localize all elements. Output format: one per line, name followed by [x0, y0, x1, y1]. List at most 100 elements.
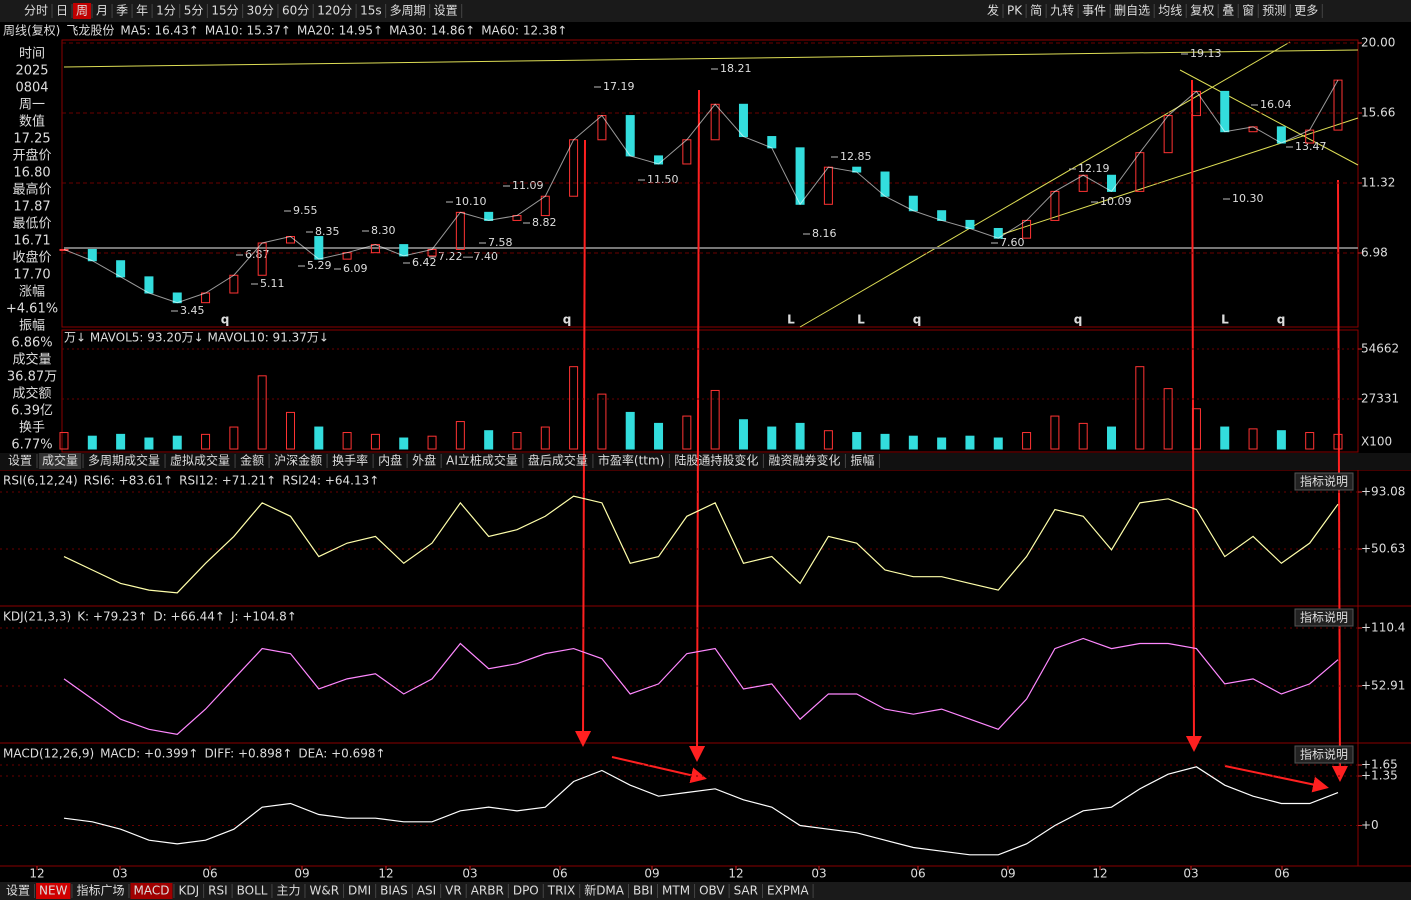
arrow	[1224, 765, 1329, 793]
toolbar-item[interactable]: 年	[136, 4, 148, 18]
volume-bar	[1078, 422, 1088, 450]
bottom-tab[interactable]: VR	[445, 884, 462, 898]
toolbar-item[interactable]: 叠	[1222, 4, 1234, 18]
bottom-tab[interactable]: DMI	[348, 884, 371, 898]
toolbar-item[interactable]: 窗	[1242, 4, 1254, 18]
indicator-button[interactable]: 指标说明	[1300, 747, 1348, 762]
ma-legend: MA10: 15.37↑	[205, 24, 291, 38]
bottom-tab[interactable]: ASI	[417, 884, 436, 898]
info-item: 6.86%	[11, 336, 52, 351]
y-tick-label: 15.66	[1361, 106, 1395, 120]
bottom-tab[interactable]: MTM	[662, 884, 690, 898]
volume-bar	[229, 426, 239, 450]
candle	[738, 103, 748, 138]
y-tick-label: +0	[1361, 818, 1379, 832]
toolbar-item[interactable]: 均线	[1158, 4, 1182, 18]
bottom-tab[interactable]: BOLL	[237, 884, 268, 898]
toolbar-item[interactable]: 15分	[211, 4, 238, 18]
button-bg[interactable]	[1294, 745, 1354, 764]
signal-marker: L	[787, 313, 795, 327]
tab[interactable]: 盘后成交量	[528, 453, 588, 468]
volume-bar	[597, 393, 607, 450]
toolbar-item[interactable]: 分时	[24, 4, 48, 18]
toolbar-item[interactable]: 月	[96, 4, 108, 18]
bottom-tab[interactable]: NEW	[39, 884, 68, 898]
x-tick-label: 12	[1092, 867, 1107, 881]
toolbar-item[interactable]: 60分	[282, 4, 309, 18]
y-tick-label: 20.00	[1361, 36, 1395, 50]
bottom-tab[interactable]: 设置	[6, 884, 30, 898]
candle	[823, 166, 833, 205]
bottom-tab[interactable]: 指标广场	[76, 883, 124, 898]
tab[interactable]: 多周期成交量	[88, 453, 160, 468]
volume-legend: 万↓ MAVOL5: 93.20万↓ MAVOL10: 91.37万↓	[64, 331, 329, 345]
toolbar-item[interactable]: 简	[1030, 4, 1042, 18]
toolbar-item[interactable]: 事件	[1082, 4, 1106, 18]
tab[interactable]: 内盘	[378, 453, 402, 468]
toolbar-item[interactable]: 120分	[317, 4, 352, 18]
volume-bar	[59, 432, 69, 450]
toolbar-item[interactable]: 多周期	[390, 4, 426, 18]
bottom-tab[interactable]: MACD	[133, 884, 169, 898]
tab[interactable]: 沪深金额	[274, 453, 322, 468]
toolbar-item[interactable]: 发	[987, 3, 999, 18]
tab[interactable]: 融资融券变化	[768, 453, 840, 468]
toolbar-item[interactable]: 设置	[434, 4, 458, 18]
toolbar-item[interactable]: 5分	[184, 4, 204, 18]
tab[interactable]: 市盈率(ttm)	[598, 453, 664, 468]
bottom-tab[interactable]: KDJ	[178, 884, 199, 898]
volume-bar	[1220, 426, 1230, 450]
bottom-tab[interactable]: SAR	[734, 884, 758, 898]
volume-bar	[682, 415, 692, 450]
tab[interactable]: 虚拟成交量	[170, 453, 230, 468]
bottom-tab[interactable]: EXPMA	[767, 884, 809, 898]
tab[interactable]: 设置	[8, 454, 32, 468]
bottom-tab[interactable]: DPO	[513, 884, 539, 898]
volume-bar	[993, 437, 1003, 450]
toolbar-item[interactable]: 30分	[247, 4, 274, 18]
indicator-line	[63, 766, 1339, 856]
bottom-tab[interactable]: BBI	[633, 884, 653, 898]
tab[interactable]: 振幅	[850, 453, 874, 468]
toolbar-item[interactable]: 周	[76, 4, 88, 18]
bottom-tab[interactable]: ARBR	[471, 884, 504, 898]
volume-frame	[61, 329, 1359, 453]
tab[interactable]: 外盘	[412, 453, 436, 468]
volume-bar	[767, 426, 777, 450]
volume-bar	[342, 432, 352, 450]
price-annotation: 11.09	[512, 179, 544, 192]
x-tick-label: 06	[202, 867, 217, 881]
volume-bar	[512, 432, 522, 450]
toolbar-item[interactable]: 删自选	[1114, 4, 1150, 18]
price-annotation: 10.09	[1100, 195, 1132, 208]
toolbar-item[interactable]: 九转	[1050, 3, 1074, 18]
toolbar-item[interactable]: 日	[56, 4, 68, 18]
bottom-tab[interactable]: TRIX	[547, 884, 575, 898]
button-bg[interactable]	[1294, 472, 1354, 491]
toolbar-item[interactable]: 15s	[360, 4, 382, 18]
bottom-tab[interactable]: RSI	[208, 884, 228, 898]
bottom-tab[interactable]: 新DMA	[584, 883, 625, 898]
button-bg[interactable]	[1294, 608, 1354, 627]
toolbar-item[interactable]: 预测	[1262, 4, 1286, 18]
bottom-tab[interactable]: BIAS	[380, 884, 408, 898]
tab[interactable]: 换手率	[332, 453, 368, 468]
toolbar-item[interactable]: PK	[1007, 4, 1023, 18]
x-tick-label: 12	[29, 867, 44, 881]
toolbar-item[interactable]: 1分	[156, 4, 176, 18]
bottom-tab[interactable]: 主力	[276, 884, 300, 898]
bottom-tab[interactable]: W&R	[309, 884, 339, 898]
toolbar-item[interactable]: 更多	[1294, 4, 1318, 18]
tab[interactable]: 金额	[240, 453, 264, 468]
tab[interactable]: 成交量	[42, 453, 78, 468]
toolbar-item[interactable]: 复权	[1190, 4, 1214, 18]
tab[interactable]: AI立桩成交量	[446, 453, 518, 468]
x-tick-label: 12	[728, 867, 743, 881]
tab[interactable]: 陆股通持股变化	[674, 453, 758, 468]
indicator-button[interactable]: 指标说明	[1300, 610, 1348, 625]
volume-bar	[738, 419, 748, 450]
toolbar-item[interactable]: 季	[116, 4, 128, 18]
indicator-button[interactable]: 指标说明	[1300, 474, 1348, 489]
bottom-tab[interactable]: OBV	[699, 884, 725, 898]
